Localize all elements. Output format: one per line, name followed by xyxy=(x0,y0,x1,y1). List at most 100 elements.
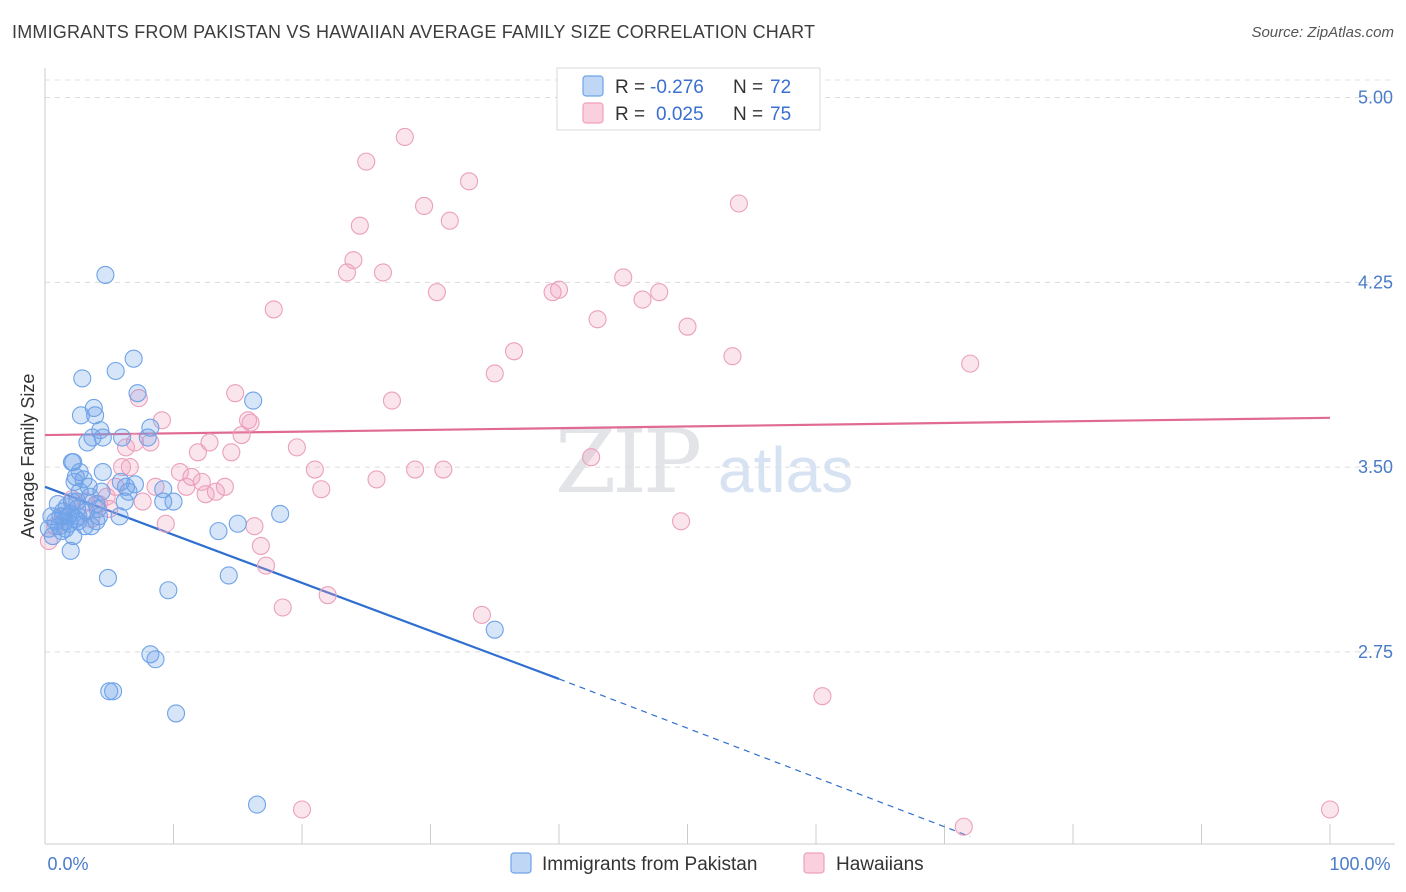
point-hawaiians xyxy=(245,517,264,536)
point-hawaiians xyxy=(1320,800,1340,819)
point-hawaiians xyxy=(226,384,245,403)
point-pakistan xyxy=(75,517,94,536)
point-hawaiians xyxy=(382,391,402,410)
point-hawaiians xyxy=(434,460,453,479)
point-pakistan xyxy=(124,349,143,368)
point-pakistan xyxy=(96,265,115,284)
point-hawaiians xyxy=(287,438,306,457)
y-tick-label: 5.00 xyxy=(1358,88,1393,108)
source-note: Source: ZipAtlas.com xyxy=(1251,24,1394,41)
point-hawaiians xyxy=(485,364,504,383)
point-pakistan xyxy=(64,453,83,472)
point-hawaiians xyxy=(141,433,160,452)
point-hawaiians xyxy=(113,458,132,477)
series-legend-label-1: Immigrants from Pakistan xyxy=(542,854,757,875)
point-pakistan xyxy=(167,704,186,723)
point-hawaiians xyxy=(954,817,973,836)
series-legend-swatch-pink xyxy=(803,852,825,874)
series-legend: Immigrants from Pakistan Hawaiians xyxy=(510,852,924,875)
point-hawaiians xyxy=(215,477,234,496)
point-pakistan xyxy=(111,472,130,491)
point-hawaiians xyxy=(440,211,459,230)
x-tick-label-min: 0.0% xyxy=(47,854,88,874)
point-hawaiians xyxy=(206,482,225,501)
point-hawaiians xyxy=(813,687,832,706)
trend-line-pakistan xyxy=(44,485,560,680)
point-hawaiians xyxy=(264,300,283,319)
point-hawaiians xyxy=(318,586,337,605)
point-hawaiians xyxy=(116,438,136,457)
legend-n-label-1: N = xyxy=(733,77,763,98)
point-pakistan xyxy=(73,369,92,388)
point-hawaiians xyxy=(156,514,175,533)
point-hawaiians xyxy=(188,443,207,462)
point-pakistan xyxy=(104,682,123,701)
trend-line-hawaiians xyxy=(44,416,1331,437)
point-hawaiians xyxy=(222,443,241,462)
point-pakistan xyxy=(209,522,228,541)
point-hawaiians xyxy=(344,251,363,270)
point-pakistan xyxy=(91,421,110,440)
point-pakistan xyxy=(100,682,119,701)
point-pakistan xyxy=(82,517,101,536)
point-hawaiians xyxy=(459,172,479,191)
point-pakistan xyxy=(125,475,144,494)
point-pakistan xyxy=(128,384,147,403)
point-pakistan xyxy=(92,482,111,501)
point-hawaiians xyxy=(650,283,669,302)
trend-line-extension-pakistan xyxy=(558,678,971,838)
legend-swatch-pink xyxy=(582,102,604,124)
point-pakistan xyxy=(154,492,173,511)
grid-lines xyxy=(45,79,1395,653)
point-pakistan xyxy=(244,391,263,410)
point-pakistan xyxy=(154,480,173,499)
point-hawaiians xyxy=(133,492,152,511)
point-hawaiians xyxy=(549,280,569,299)
y-tick-label: 4.25 xyxy=(1358,272,1393,292)
point-pakistan xyxy=(106,361,125,381)
point-pakistan xyxy=(115,492,134,511)
legend-r-label-1: R = xyxy=(615,77,645,98)
axes xyxy=(44,68,1395,845)
y-tick-label: 3.50 xyxy=(1358,457,1393,477)
point-pakistan xyxy=(159,581,178,600)
point-pakistan xyxy=(219,566,238,585)
chart-title: IMMIGRANTS FROM PAKISTAN VS HAWAIIAN AVE… xyxy=(12,22,816,42)
point-pakistan xyxy=(87,512,106,531)
x-tick-labels: 0.0% 100.0% xyxy=(47,854,1390,874)
point-pakistan xyxy=(247,795,267,814)
x-tick-label-max: 100.0% xyxy=(1329,854,1390,874)
point-pakistan xyxy=(83,428,102,447)
point-hawaiians xyxy=(200,433,219,452)
point-pakistan xyxy=(146,650,165,669)
point-pakistan xyxy=(113,428,132,447)
point-hawaiians xyxy=(427,283,446,302)
point-hawaiians xyxy=(373,263,393,282)
point-pakistan xyxy=(141,418,160,437)
point-pakistan xyxy=(89,507,109,526)
point-hawaiians xyxy=(357,152,376,171)
point-hawaiians xyxy=(305,460,324,479)
point-hawaiians xyxy=(395,127,414,147)
legend-r-label-2: R = xyxy=(615,104,645,125)
point-hawaiians xyxy=(256,556,276,575)
point-pakistan xyxy=(93,428,112,447)
point-hawaiians xyxy=(472,605,491,624)
point-hawaiians xyxy=(672,512,691,531)
legend-n-label-2: N = xyxy=(733,104,763,125)
point-hawaiians xyxy=(238,411,258,430)
point-hawaiians xyxy=(729,194,748,213)
point-hawaiians xyxy=(723,347,742,366)
legend-swatch-blue xyxy=(582,75,604,97)
point-hawaiians xyxy=(633,290,652,309)
point-hawaiians xyxy=(367,470,386,489)
point-hawaiians xyxy=(292,800,312,819)
svg-text:ZIP: ZIP xyxy=(555,410,700,513)
point-pakistan xyxy=(271,504,290,523)
legend-r-value-2: 0.025 xyxy=(656,104,704,125)
series-legend-swatch-blue xyxy=(510,852,532,874)
y-tick-labels: 2.75 3.50 4.25 5.00 xyxy=(1358,88,1393,662)
legend-r-value-1: -0.276 xyxy=(650,77,704,98)
point-hawaiians xyxy=(120,458,139,477)
